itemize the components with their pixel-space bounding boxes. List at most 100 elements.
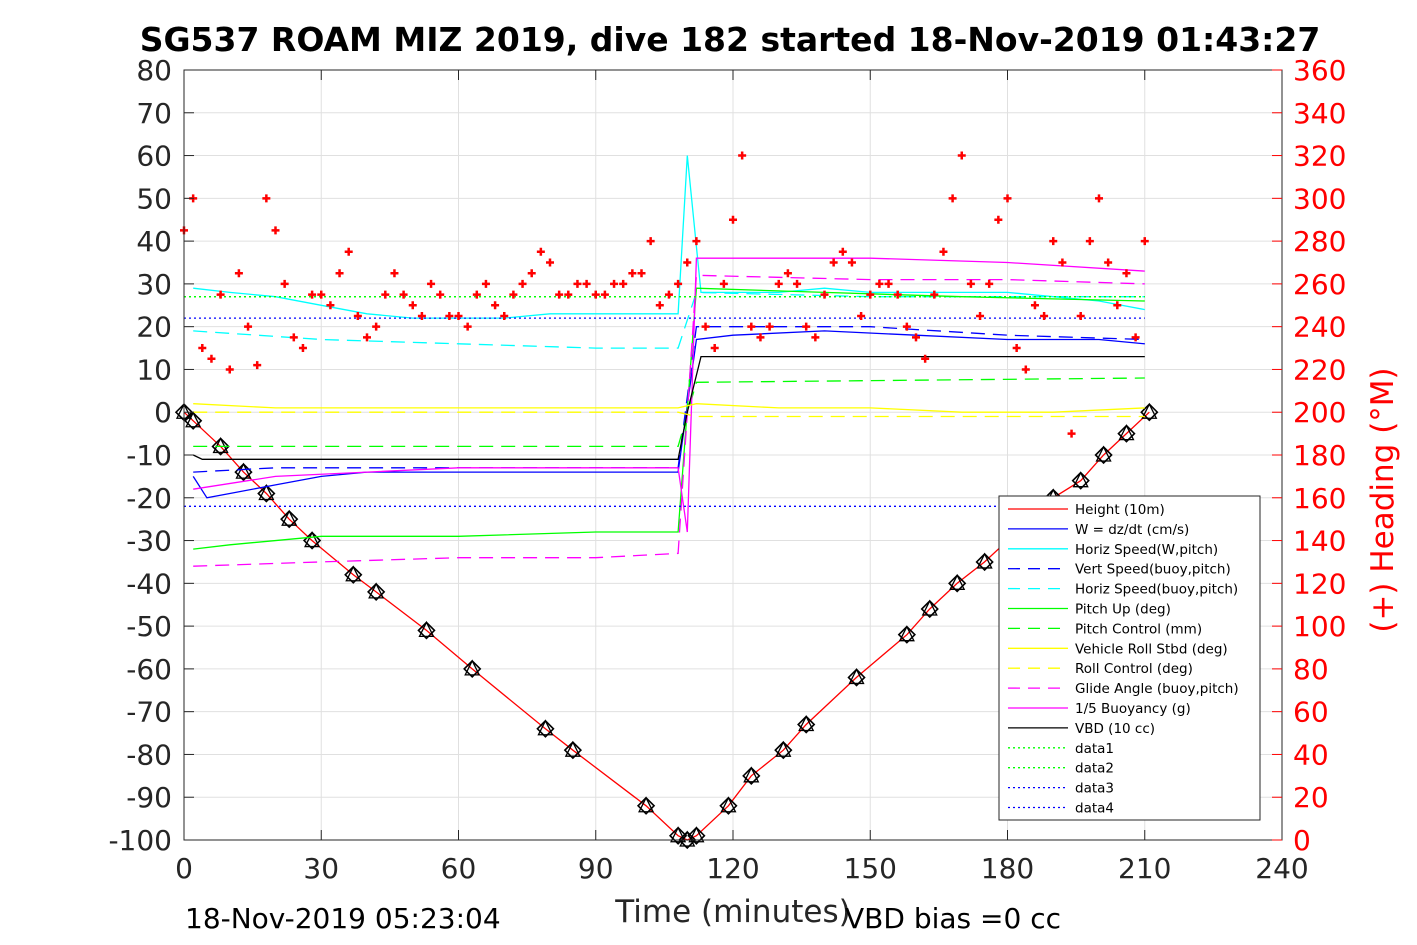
heading-point (811, 333, 820, 342)
series-roll-control-deg (193, 411, 1145, 418)
y-left-tick-label: 0 (154, 396, 172, 429)
series-line (193, 403, 1145, 413)
heading-point (1122, 269, 1131, 278)
heading-point (994, 215, 1003, 224)
height-triangle-marker (1118, 424, 1135, 441)
heading-point (820, 290, 829, 299)
height-triangle-marker (235, 462, 252, 479)
heading-point (710, 344, 719, 353)
heading-point (912, 333, 920, 342)
series-line (193, 287, 1145, 550)
x-tick-label: 30 (303, 852, 339, 885)
heading-point (692, 237, 701, 246)
height-diamond-marker (1071, 471, 1090, 490)
heading-point (564, 290, 573, 299)
y-left-tick-label: 10 (136, 353, 172, 386)
height-diamond-marker (678, 830, 697, 850)
y-left-tick-label: 70 (136, 97, 172, 130)
heading-point (582, 279, 591, 288)
heading-point (902, 322, 911, 331)
y-left-tick-label: 50 (136, 182, 172, 215)
height-diamond-marker (797, 715, 816, 734)
heading-point (1012, 344, 1021, 353)
heading-point (756, 333, 765, 342)
heading-point (747, 322, 756, 331)
height-triangle-marker (537, 719, 554, 736)
heading-point (930, 290, 939, 299)
height-triangle-marker (720, 796, 737, 813)
y-right-tick-label: 340 (1293, 97, 1346, 130)
heading-point (719, 279, 728, 288)
y-left-tick-label: -80 (126, 738, 172, 771)
series-line (193, 257, 1145, 533)
height-triangle-marker (212, 436, 229, 454)
heading-point (527, 269, 536, 278)
heading-point (280, 279, 289, 288)
heading-point (344, 247, 353, 256)
y-left-tick-label: -50 (126, 610, 172, 643)
heading-point (491, 301, 500, 310)
legend-label: Pitch Control (mm) (1075, 621, 1202, 637)
heading-point (298, 344, 307, 353)
height-triangle-marker (976, 552, 993, 569)
y-left-tick-label: 30 (136, 268, 172, 301)
heading-point (1104, 258, 1113, 267)
y-right-tick-label: 40 (1293, 738, 1329, 771)
height-triangle-marker (1072, 471, 1089, 488)
series-w-dz-dt-cm-s (192, 330, 1145, 499)
heading-point (445, 311, 454, 320)
height-triangle-marker (368, 582, 385, 599)
heading-point (1058, 258, 1067, 267)
y-left-tick-label: -100 (108, 824, 172, 857)
footer-timestamp: 18-Nov-2019 05:23:04 (185, 902, 501, 935)
height-triangle-marker (345, 565, 362, 582)
heading-point (783, 269, 792, 278)
x-axis-label: Time (minutes) (614, 894, 850, 930)
heading-point (427, 279, 436, 288)
heading-point (353, 311, 362, 320)
heading-point (875, 279, 884, 288)
heading-point (884, 279, 893, 288)
height-triangle-marker (1141, 402, 1158, 419)
heading-point (390, 269, 399, 278)
height-triangle-marker (185, 411, 202, 428)
height-triangle-marker (898, 625, 915, 642)
heading-point (198, 344, 207, 353)
y-right-tick-label: 60 (1293, 696, 1329, 729)
heading-point (683, 258, 692, 267)
heading-point (481, 279, 490, 288)
height-triangle-marker (304, 531, 321, 548)
height-diamond-marker (536, 719, 555, 738)
heading-point (1095, 194, 1103, 203)
legend-label: data3 (1075, 781, 1114, 797)
y-right-tick-label: 0 (1293, 824, 1311, 857)
heading-point (655, 301, 664, 310)
x-tick-label: 0 (175, 852, 193, 885)
heading-point (939, 247, 948, 256)
heading-point (1030, 301, 1039, 310)
heading-point (829, 258, 838, 267)
heading-point (372, 322, 381, 331)
heading-point (610, 279, 619, 288)
footer-vbd-bias: VBD bias =0 cc (845, 902, 1061, 935)
heading-point (793, 279, 802, 288)
heading-point (326, 301, 335, 310)
height-diamond-marker (742, 766, 761, 785)
x-tick-label: 120 (706, 852, 759, 885)
heading-point (234, 269, 243, 278)
y-right-tick-label: 300 (1293, 182, 1346, 215)
y-left-tick-label: -70 (126, 696, 172, 729)
y-right-tick-label: 260 (1293, 268, 1346, 301)
y-left-tick-label: -20 (126, 482, 172, 515)
heading-point (857, 311, 866, 320)
series-vbd-10-cc (192, 355, 1145, 460)
heading-point (207, 354, 216, 363)
heading-point (948, 194, 957, 203)
y-left-tick-label: -60 (126, 653, 172, 686)
y-left-tick-label: 80 (136, 54, 172, 87)
heading-point (308, 290, 317, 299)
series-horiz-speed-buoy-pitch (193, 291, 1145, 349)
heading-point (838, 247, 847, 256)
height-triangle-marker (464, 659, 481, 676)
heading-point (1049, 237, 1058, 246)
